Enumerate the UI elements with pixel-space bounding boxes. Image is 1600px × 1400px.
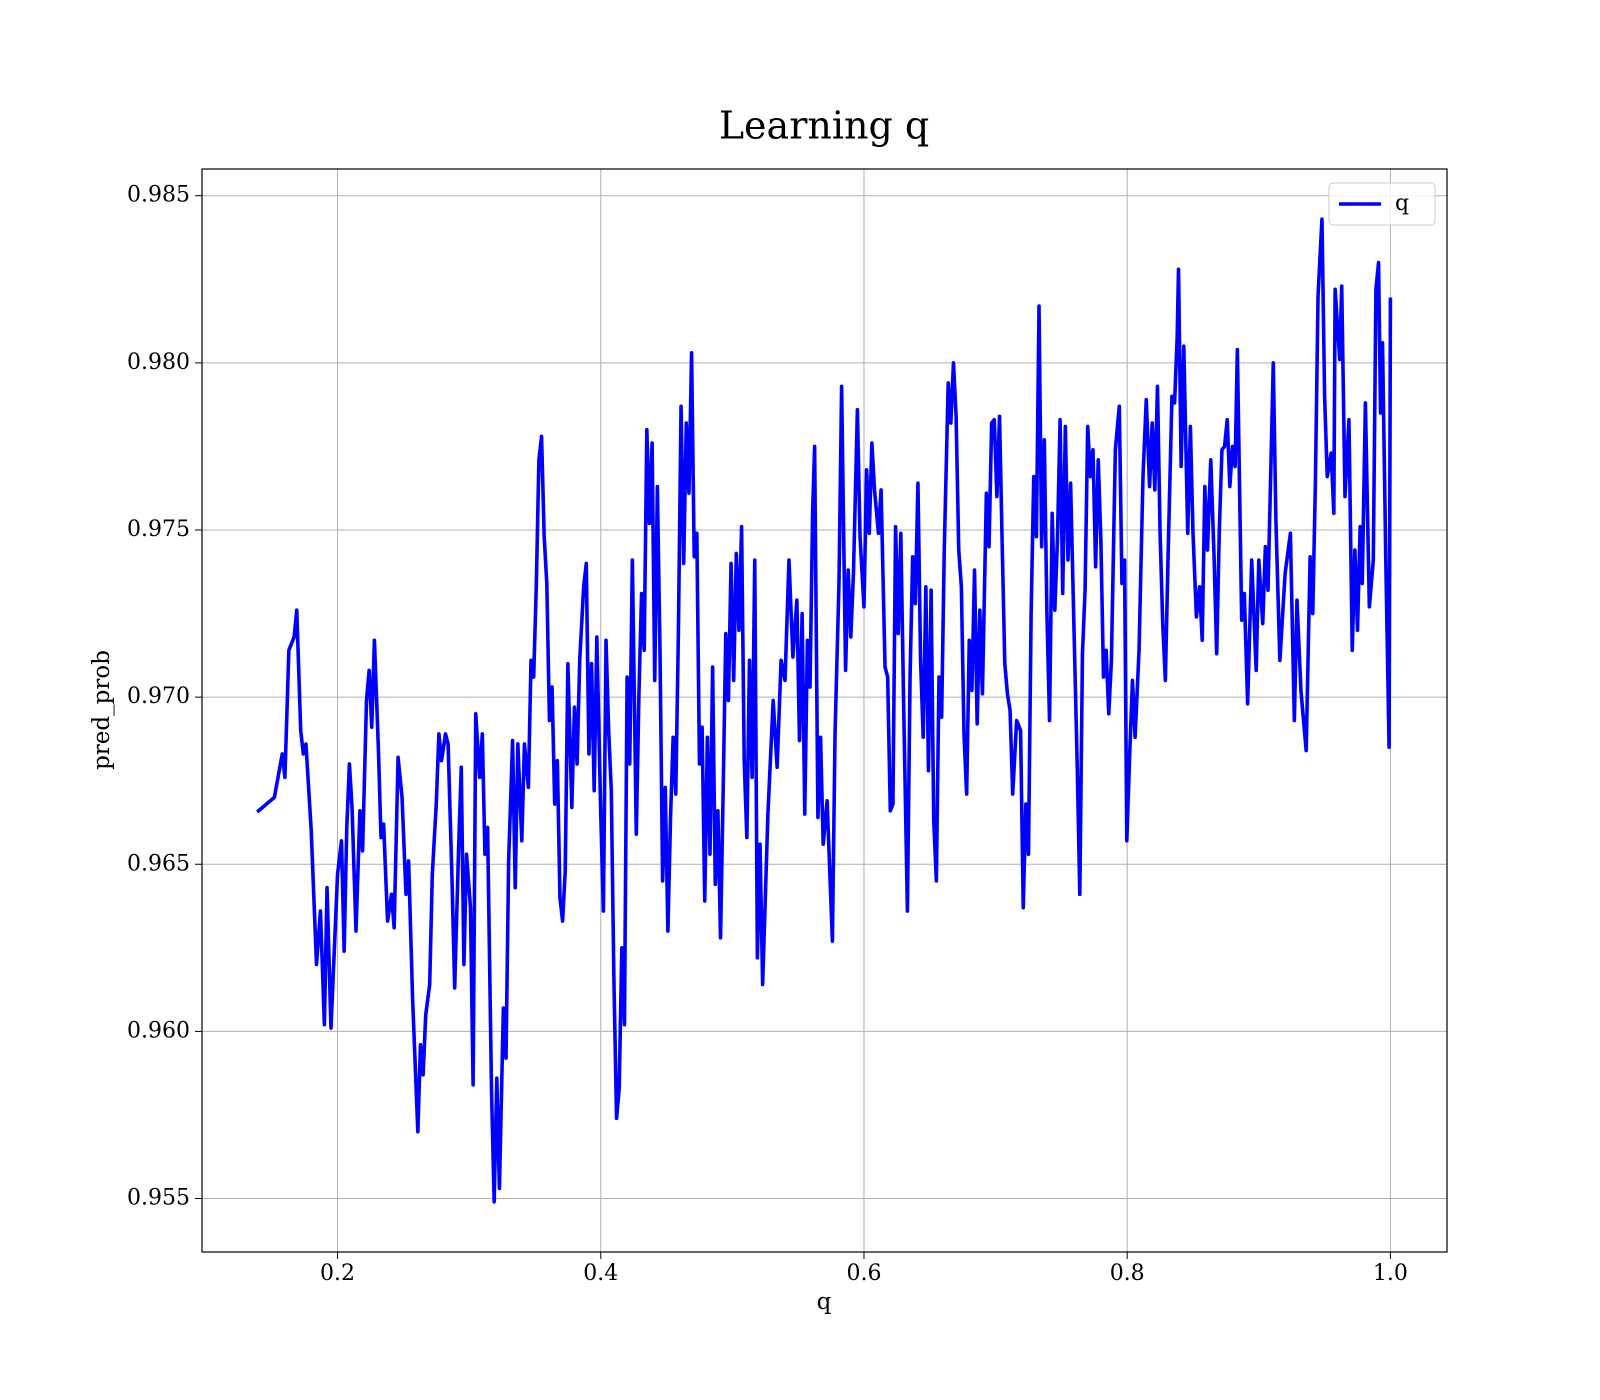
y-tick-label: 0.965 [127,851,190,876]
y-tick-label: 0.980 [127,350,190,375]
legend-box [1328,182,1436,226]
y-tick-label: 0.975 [127,517,190,542]
x-tick-label: 1.0 [1373,1261,1408,1286]
data-line [256,217,1393,1204]
y-axis-label: pred_prob [89,650,115,770]
x-tick-label: 0.8 [1110,1261,1145,1286]
legend-label: q [1395,191,1409,216]
y-tick-label: 0.970 [127,684,190,709]
plot-frame [201,168,1448,1253]
y-tick-label: 0.955 [127,1186,190,1211]
x-axis-label: q [817,1289,832,1315]
y-tick-label: 0.985 [127,183,190,208]
chart-title: Learning q [719,104,929,148]
y-tick-label: 0.960 [127,1018,190,1043]
x-tick-label: 0.6 [846,1261,881,1286]
x-tick-label: 0.2 [320,1261,355,1286]
x-tick-label: 0.4 [583,1261,618,1286]
